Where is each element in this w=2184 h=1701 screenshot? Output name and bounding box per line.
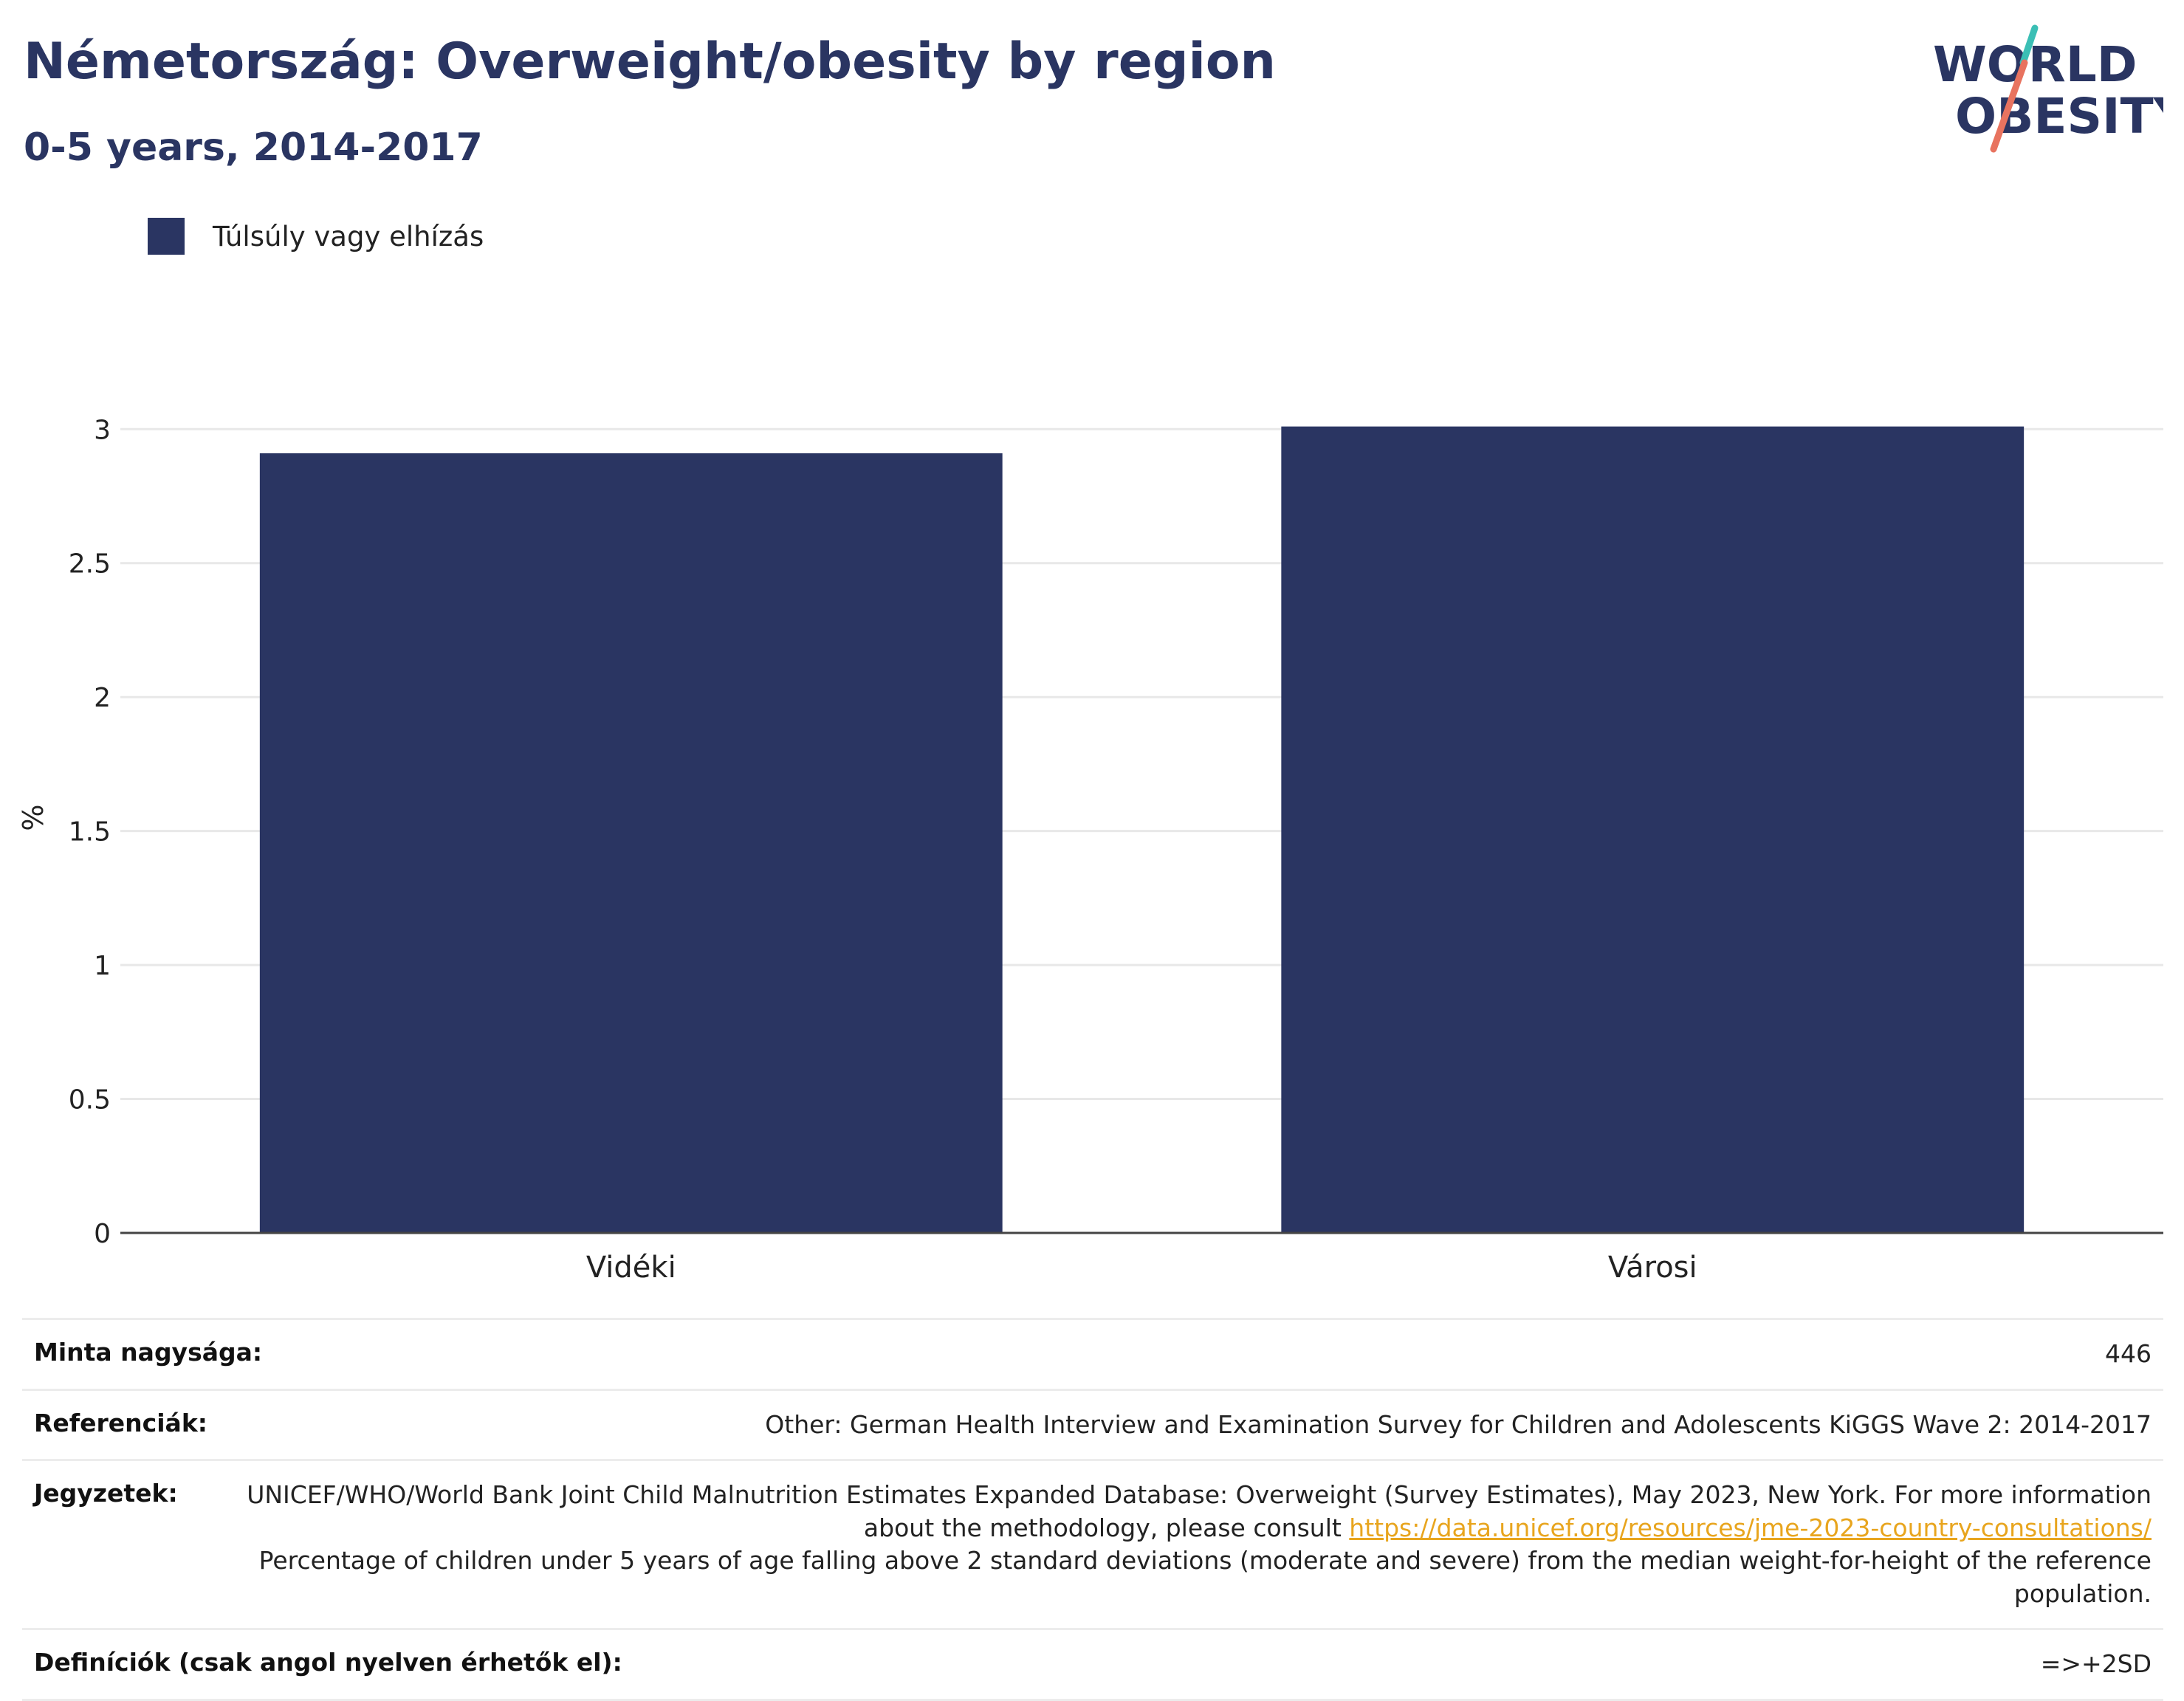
sample-size-value: 446 bbox=[2105, 1339, 2152, 1368]
y-tick-label: 2 bbox=[94, 683, 111, 713]
definitions-label: Definíciók (csak angol nyelven érhetők e… bbox=[34, 1648, 622, 1677]
chart-title: Németország: Overweight/obesity by regio… bbox=[24, 32, 1276, 91]
y-tick-label: 1 bbox=[94, 951, 111, 981]
notes-value: UNICEF/WHO/World Bank Joint Child Malnut… bbox=[207, 1479, 2152, 1610]
definitions-value: =>+2SD bbox=[2040, 1649, 2152, 1679]
legend: Túlsúly vagy elhízás bbox=[148, 218, 484, 255]
logo-coral-slash bbox=[1990, 59, 2028, 153]
references-row: Referenciák: Other: German Health Interv… bbox=[22, 1388, 2163, 1460]
y-tick-labels: 0 0.5 1 1.5 2 2.5 3 bbox=[69, 415, 111, 1249]
bar-chart: 0 0.5 1 1.5 2 2.5 3 Vidéki Városi % bbox=[17, 415, 2163, 1285]
bars bbox=[259, 426, 2025, 1233]
notes-row: Jegyzetek: UNICEF/WHO/World Bank Joint C… bbox=[22, 1459, 2163, 1628]
references-value: Other: German Health Interview and Exami… bbox=[765, 1409, 2152, 1439]
logo-teal-slash bbox=[2019, 24, 2039, 66]
chart-subtitle: 0-5 years, 2014-2017 bbox=[24, 126, 483, 170]
sample-size-label: Minta nagysága: bbox=[34, 1338, 263, 1367]
notes-text-1: UNICEF/WHO/World Bank Joint Child Malnut… bbox=[247, 1480, 2152, 1542]
world-obesity-logo: WORLD OBESITY bbox=[1933, 24, 2163, 153]
x-tick-labels: Vidéki Városi bbox=[586, 1251, 1697, 1285]
legend-swatch bbox=[148, 218, 185, 255]
references-label: Referenciák: bbox=[34, 1408, 207, 1437]
x-tick-label: Városi bbox=[1608, 1251, 1697, 1285]
notes-label: Jegyzetek: bbox=[34, 1479, 178, 1508]
y-tick-label: 3 bbox=[94, 415, 111, 445]
sample-size-row: Minta nagysága: 446 bbox=[22, 1318, 2163, 1389]
definitions-row: Definíciók (csak angol nyelven érhetők e… bbox=[22, 1628, 2163, 1701]
footer-table: Minta nagysága: 446 Referenciák: Other: … bbox=[22, 1318, 2163, 1701]
y-tick-label: 0.5 bbox=[69, 1085, 111, 1116]
y-axis-label: % bbox=[17, 804, 49, 831]
notes-text-2: Percentage of children under 5 years of … bbox=[258, 1546, 2152, 1608]
bar-1 bbox=[259, 453, 1003, 1233]
logo-obesity-text: OBESITY bbox=[1955, 88, 2163, 145]
y-tick-label: 1.5 bbox=[69, 817, 111, 848]
y-tick-label: 2.5 bbox=[69, 549, 111, 580]
logo-world-text: WORLD bbox=[1933, 36, 2137, 93]
bar-2 bbox=[1281, 426, 2025, 1233]
x-tick-label: Vidéki bbox=[586, 1251, 676, 1285]
methodology-link[interactable]: https://data.unicef.org/resources/jme-20… bbox=[1349, 1513, 2152, 1542]
legend-label: Túlsúly vagy elhízás bbox=[213, 220, 484, 252]
y-tick-label: 0 bbox=[94, 1219, 111, 1249]
